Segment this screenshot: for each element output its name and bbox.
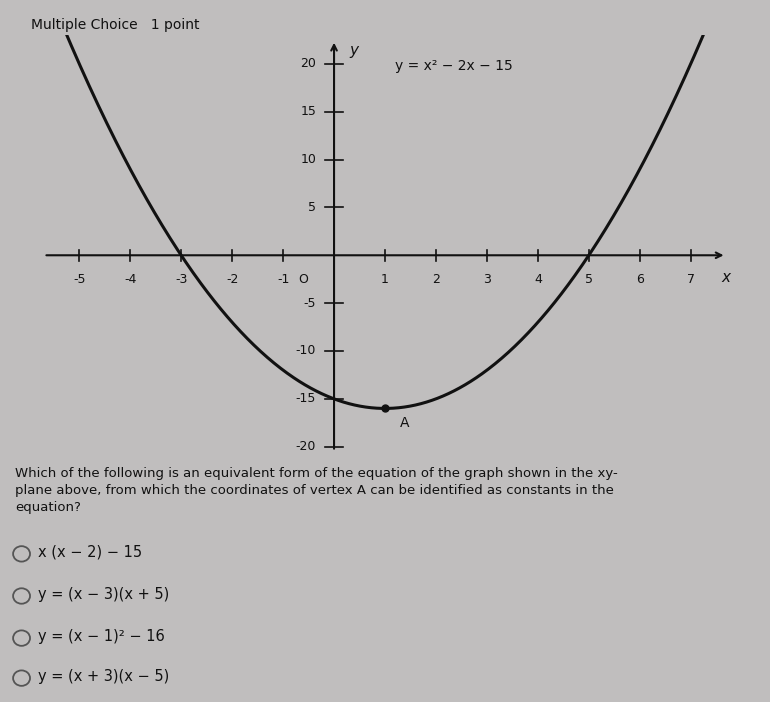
Text: 7: 7 [687,272,695,286]
Text: O: O [299,272,309,286]
Text: 6: 6 [636,272,644,286]
Text: y = (x − 3)(x + 5): y = (x − 3)(x + 5) [38,587,169,602]
Text: 3: 3 [483,272,490,286]
Text: -10: -10 [296,345,316,357]
Text: y = (x − 1)² − 16: y = (x − 1)² − 16 [38,629,166,644]
Text: 2: 2 [432,272,440,286]
Text: x: x [721,270,730,284]
Text: y = x² − 2x − 15: y = x² − 2x − 15 [395,59,513,73]
Text: y: y [350,43,358,58]
Text: -3: -3 [175,272,187,286]
Text: y = (x + 3)(x − 5): y = (x + 3)(x − 5) [38,669,169,684]
Text: -1: -1 [277,272,290,286]
Text: 15: 15 [300,105,316,118]
Text: -5: -5 [73,272,85,286]
Text: -2: -2 [226,272,239,286]
Text: x (x − 2) − 15: x (x − 2) − 15 [38,545,142,560]
Text: 1: 1 [381,272,389,286]
Text: 5: 5 [308,201,316,214]
Text: 4: 4 [534,272,542,286]
Text: Which of the following is an equivalent form of the equation of the graph shown : Which of the following is an equivalent … [15,467,618,514]
Text: Multiple Choice   1 point: Multiple Choice 1 point [31,18,199,32]
Text: 5: 5 [585,272,593,286]
Text: -5: -5 [303,297,316,310]
Text: 20: 20 [300,58,316,70]
Text: -20: -20 [296,440,316,453]
Text: -4: -4 [124,272,136,286]
Text: 10: 10 [300,153,316,166]
Text: -15: -15 [296,392,316,405]
Text: A: A [400,416,410,430]
